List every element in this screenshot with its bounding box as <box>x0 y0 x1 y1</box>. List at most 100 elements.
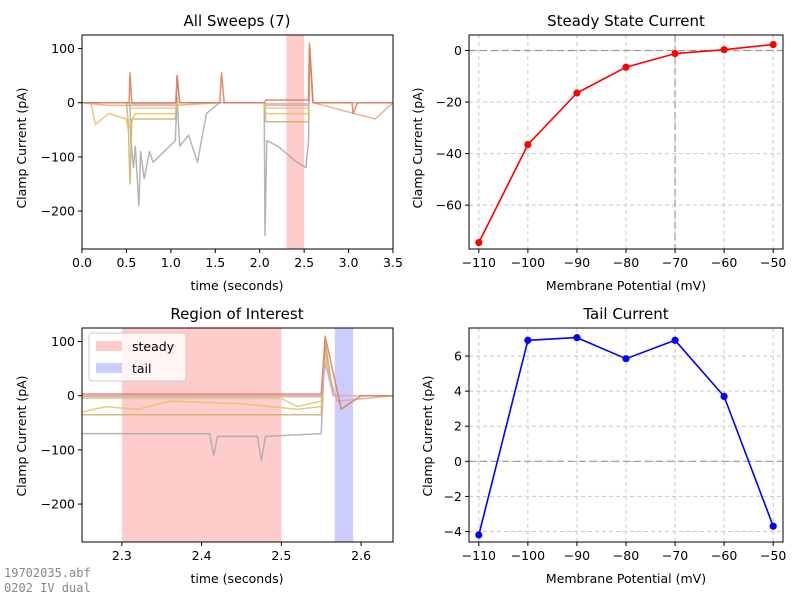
tail-current-point-4 <box>671 336 679 344</box>
legend-swatch-tail <box>96 363 122 373</box>
all-sweeps-title: All Sweeps (7) <box>184 12 291 30</box>
protocol-name: 0202 IV dual <box>4 581 91 595</box>
all-sweeps-xtick-label-5: 2.5 <box>294 255 314 270</box>
tail-current-xlabel: Membrane Potential (mV) <box>546 571 706 586</box>
tail-current-ytick-label-1: 4 <box>454 384 462 399</box>
tail-current-xtick-label-4: −70 <box>662 548 688 563</box>
steady-state-ytick-label-2: −40 <box>436 146 462 161</box>
tail-current-xtick-label-2: −90 <box>564 548 590 563</box>
all-sweeps-ytick-label-1: 0 <box>67 95 75 110</box>
roi-legend: steady tail <box>88 332 187 382</box>
tail-current-ytick-label-3: 0 <box>454 454 462 469</box>
steady-state-xlabel: Membrane Potential (mV) <box>546 278 706 293</box>
file-name: 19702035.abf <box>4 566 91 580</box>
steady-state-ylabel: Clamp Current (pA) <box>410 87 425 208</box>
all-sweeps-xlabel: time (seconds) <box>190 278 283 293</box>
steady-state-point-0 <box>475 238 483 247</box>
tail-current-point-6 <box>769 522 777 530</box>
panel-region-of-interest: Region of Interest 2.3 2.4 2.5 2.6 100 0 −100 −… <box>14 305 394 586</box>
file-info: 19702035.abf 0202 IV dual <box>4 566 91 596</box>
all-sweeps-ytick-label-3: −200 <box>41 204 75 219</box>
all-sweeps-span-0 <box>286 35 305 249</box>
tail-current-xtick-label-0: −110 <box>462 548 496 563</box>
steady-state-ytick-label-0: 0 <box>454 43 462 58</box>
tail-current-ytick-label-4: −2 <box>444 489 462 504</box>
steady-state-xtick-label-4: −70 <box>662 255 688 270</box>
all-sweeps-frame <box>81 34 394 250</box>
all-sweeps-ylabel: Clamp Current (pA) <box>14 87 29 208</box>
tail-current-point-5 <box>720 392 728 401</box>
all-sweeps-xtick-label-7: 3.5 <box>383 255 403 270</box>
steady-state-xtick-label-2: −90 <box>564 255 590 270</box>
steady-state-point-5 <box>720 46 728 54</box>
tail-current-xtick-label-3: −80 <box>613 548 639 563</box>
panel-tail-current: Tail Current −110 −100 −90 −80 −70 −60 −50 6 4 2 0… <box>420 305 786 586</box>
all-sweeps-xtick-label-3: 1.5 <box>205 255 225 270</box>
steady-state-plot-area <box>469 35 783 249</box>
region-of-interest-series-5 <box>82 362 393 397</box>
steady-state-xtick-label-0: −110 <box>462 255 496 270</box>
steady-state-xtick-label-3: −80 <box>613 255 639 270</box>
all-sweeps-series-2 <box>82 47 393 131</box>
all-sweeps-ytick-label-0: 100 <box>51 41 75 56</box>
region-of-interest-ytick-label-3: −200 <box>41 497 75 512</box>
region-of-interest-frame <box>81 327 394 543</box>
all-sweeps-ytick-label-2: −100 <box>41 149 75 164</box>
all-sweeps-xtick-label-6: 3.0 <box>339 255 359 270</box>
tail-current-xtick-label-1: −100 <box>511 548 545 563</box>
steady-state-ytick-label-1: −20 <box>436 95 462 110</box>
steady-state-title: Steady State Current <box>547 12 705 30</box>
roi-plot: 2.3 2.4 2.5 2.6 100 0 −100 −200 <box>41 327 394 563</box>
steady-state-xtick-label-1: −100 <box>511 255 545 270</box>
region-of-interest-ytick-label-0: 100 <box>51 334 75 349</box>
all-sweeps-plot-area <box>82 35 393 249</box>
legend-label-tail: tail <box>132 361 152 376</box>
steady-state-ytick-label-3: −60 <box>436 198 462 213</box>
roi-ylabel: Clamp Current (pA) <box>14 375 29 496</box>
region-of-interest-series-6 <box>82 335 393 411</box>
tail-current-point-2 <box>573 334 581 342</box>
region-of-interest-xtick-label-3: 2.6 <box>351 548 371 563</box>
all-sweeps-series-4 <box>82 47 393 120</box>
steady-state-plot: −110 −100 −90 −80 −70 −60 −50 0 −20 −40 −60 <box>436 34 786 270</box>
roi-xlabel: time (seconds) <box>190 571 283 586</box>
steady-state-point-1 <box>524 140 532 149</box>
region-of-interest-plot-area <box>82 328 393 542</box>
tail-current-point-0 <box>475 531 483 539</box>
all-sweeps-xtick-label-2: 1.0 <box>161 255 181 270</box>
all-sweeps-xtick-label-4: 2.0 <box>250 255 270 270</box>
steady-state-xtick-label-6: −50 <box>760 255 786 270</box>
tail-current-xtick-label-5: −60 <box>711 548 737 563</box>
region-of-interest-xtick-label-2: 2.5 <box>271 548 291 563</box>
tail-current-point-3 <box>622 355 630 363</box>
steady-state-point-3 <box>622 63 630 71</box>
steady-state-point-4 <box>671 49 679 58</box>
steady-state-point-6 <box>769 40 777 49</box>
region-of-interest-xtick-label-1: 2.4 <box>192 548 212 563</box>
all-sweeps-series-6 <box>82 42 393 115</box>
legend-label-steady: steady <box>132 339 175 354</box>
tail-current-ytick-label-5: −4 <box>444 524 462 539</box>
roi-title: Region of Interest <box>170 305 303 323</box>
legend-swatch-steady <box>96 341 122 351</box>
tail-current-ylabel: Clamp Current (pA) <box>420 375 435 496</box>
region-of-interest-span-1 <box>334 328 354 542</box>
tail-current-plot-area <box>469 328 783 542</box>
steady-state-xtick-label-5: −60 <box>711 255 737 270</box>
region-of-interest-ytick-label-2: −100 <box>41 442 75 457</box>
region-of-interest-ytick-label-1: 0 <box>67 388 75 403</box>
all-sweeps-plot: 0.0 0.5 1.0 1.5 2.0 2.5 3.0 3.5 100 0 −100 −200 <box>41 34 403 270</box>
all-sweeps-xtick-label-1: 0.5 <box>116 255 136 270</box>
tail-current-xtick-label-6: −50 <box>760 548 786 563</box>
panel-all-sweeps: All Sweeps (7) 0.0 0.5 1.0 1.5 2.0 2.5 3.0 3.5 1… <box>14 12 403 293</box>
all-sweeps-xtick-label-0: 0.0 <box>72 255 92 270</box>
tail-current-plot: −110 −100 −90 −80 −70 −60 −50 6 4 2 0 −2 −4 <box>444 327 786 563</box>
all-sweeps-series-0 <box>82 47 393 237</box>
tail-current-ytick-label-2: 2 <box>454 419 462 434</box>
steady-state-point-2 <box>573 89 581 97</box>
panel-steady-state: Steady State Current −110 −100 −90 −80 −70 −6… <box>410 12 786 293</box>
tail-current-point-1 <box>524 336 532 344</box>
tail-current-title: Tail Current <box>582 305 668 323</box>
all-sweeps-series-1 <box>82 47 393 185</box>
